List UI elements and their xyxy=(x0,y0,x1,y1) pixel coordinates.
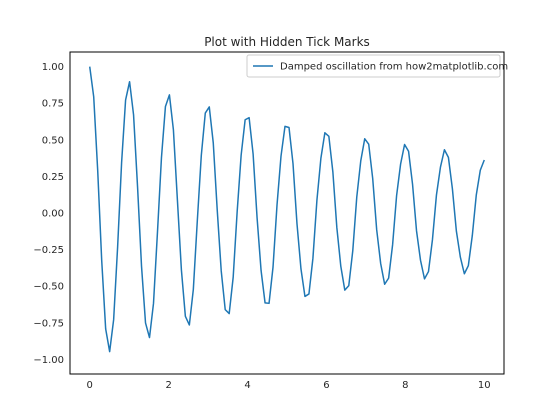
series-line xyxy=(88,66,485,353)
x-tick-label: 6 xyxy=(323,380,329,391)
y-tick-label: 0.25 xyxy=(42,172,64,183)
legend-box xyxy=(246,54,501,78)
x-tick-label: 10 xyxy=(478,380,491,391)
legend: Damped oscillation from how2matplotlib.c… xyxy=(246,54,508,78)
y-tick-label: −0.25 xyxy=(33,245,64,256)
chart-title: Plot with Hidden Tick Marks xyxy=(204,35,370,49)
y-tick-label: 1.00 xyxy=(42,62,64,73)
x-tick-label: 0 xyxy=(87,380,93,391)
x-tick-label: 8 xyxy=(402,380,408,391)
y-tick-label: 0.50 xyxy=(42,135,64,146)
y-tick-label: −0.50 xyxy=(33,282,64,293)
y-tick-label: −0.75 xyxy=(33,318,64,329)
legend-label: Damped oscillation from how2matplotlib.c… xyxy=(280,62,508,73)
axes-frame xyxy=(69,51,505,375)
x-tick-labels: 0 2 4 6 8 10 xyxy=(87,380,491,391)
series-layer xyxy=(88,66,485,353)
x-tick-label: 4 xyxy=(244,380,250,391)
y-tick-label: 0.00 xyxy=(42,209,64,220)
y-tick-label: 0.75 xyxy=(42,99,64,110)
y-tick-label: −1.00 xyxy=(33,355,64,366)
y-tick-labels: 1.00 0.75 0.50 0.25 0.00 −0.25 −0.50 −0.75 −1.00 xyxy=(33,62,64,366)
x-tick-label: 2 xyxy=(165,380,171,391)
